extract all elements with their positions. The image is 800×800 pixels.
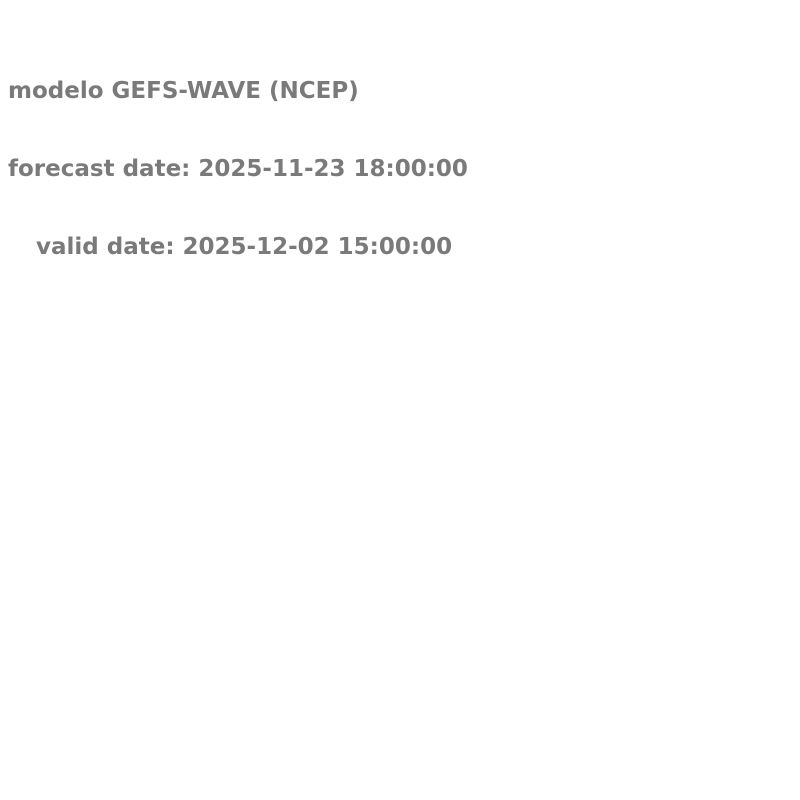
model-title: modelo GEFS-WAVE (NCEP) — [8, 78, 359, 104]
forecast-date-line: forecast date: 2025-11-23 18:00:00 — [8, 156, 468, 182]
map-title-block: modelo GEFS-WAVE (NCEP) forecast date: 2… — [8, 26, 468, 312]
valid-date-line: valid date: 2025-12-02 15:00:00 — [36, 234, 453, 260]
